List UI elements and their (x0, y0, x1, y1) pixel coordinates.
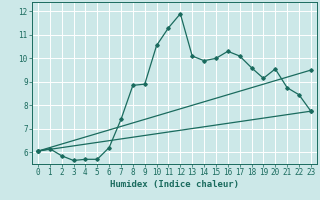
X-axis label: Humidex (Indice chaleur): Humidex (Indice chaleur) (110, 180, 239, 189)
